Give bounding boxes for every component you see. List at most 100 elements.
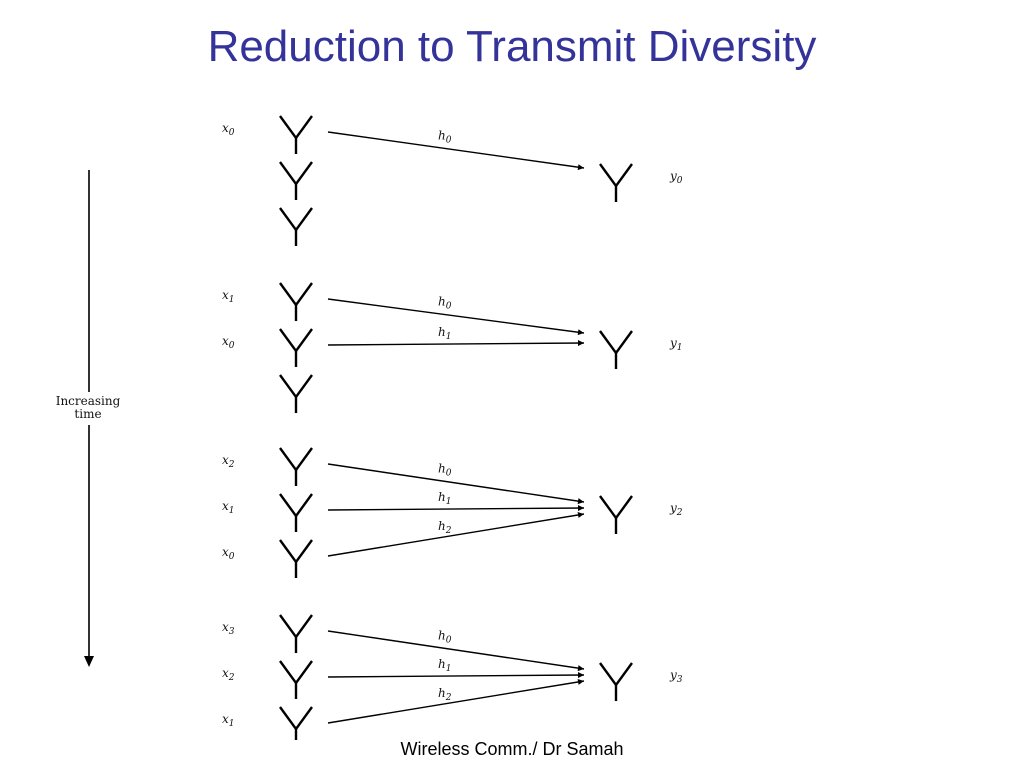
channel-gain-label: h0: [438, 628, 452, 645]
tx-symbol-label-symbol: x: [222, 712, 229, 726]
tx-symbol-label-subscript: 2: [228, 673, 235, 683]
tx-symbol-label-symbol: x: [222, 288, 229, 302]
tx-antenna-icon: [279, 115, 313, 154]
rx-symbol-label-symbol: y: [669, 169, 677, 183]
tx-antenna-icon: [279, 493, 313, 532]
tx-symbol-label-subscript: 2: [228, 460, 235, 470]
tx-antenna-icon: [279, 447, 313, 486]
tx-symbol-label-symbol: x: [222, 121, 229, 135]
channel-gain-label-symbol: h: [438, 686, 446, 700]
tx-symbol-label: x0: [222, 545, 235, 562]
channel-gain-label: h1: [438, 657, 451, 674]
rx-antenna-icon: [599, 662, 633, 701]
tx-symbol-label-symbol: x: [222, 499, 229, 513]
tx-antenna-icon: [279, 207, 313, 246]
channel-gain-label-subscript: 1: [446, 332, 452, 342]
tx-symbol-label-symbol: x: [222, 666, 229, 680]
rx-symbol-label: y1: [669, 336, 683, 353]
channel-gain-label-subscript: 0: [446, 635, 452, 645]
channel-gain-label-subscript: 2: [445, 693, 452, 703]
rx-symbol-label-subscript: 2: [676, 508, 683, 518]
tx-symbol-label: x2: [222, 666, 235, 683]
tx-symbol-label-subscript: 1: [229, 295, 235, 305]
tx-symbol-label-symbol: x: [222, 545, 229, 559]
rx-symbol-label-symbol: y: [669, 336, 677, 350]
rx-symbol-label-subscript: 0: [677, 176, 683, 186]
tx-antenna-icon: [279, 706, 313, 740]
slide-title: Reduction to Transmit Diversity: [207, 22, 817, 71]
channel-arrow: [327, 131, 585, 171]
channel-gain-label-symbol: h: [438, 325, 446, 339]
tx-symbol-label-subscript: 0: [229, 341, 235, 351]
tx-symbol-label: x1: [222, 288, 235, 305]
tx-symbol-label-subscript: 1: [229, 719, 235, 729]
time-axis-label-line2: time: [74, 407, 101, 421]
channel-gain-label-symbol: h: [438, 128, 446, 142]
tx-symbol-label-subscript: 1: [229, 506, 235, 516]
tx-symbol-label: x3: [222, 620, 235, 637]
channel-gain-label: h2: [438, 686, 452, 703]
rx-symbol-label: y2: [669, 501, 683, 518]
channel-arrow: [327, 672, 585, 679]
channel-arrow: [327, 679, 585, 724]
channel-gain-label: h1: [438, 325, 451, 342]
tx-symbol-label: x0: [222, 334, 235, 351]
channel-gain-label: h0: [438, 461, 452, 478]
tx-symbol-label-subscript: 0: [229, 128, 235, 138]
channel-arrow: [327, 505, 585, 512]
tx-antenna-icon: [279, 374, 313, 413]
channel-gain-label: h0: [438, 295, 452, 312]
channel-arrow: [327, 630, 585, 672]
tx-symbol-label-subscript: 0: [229, 552, 235, 562]
time-axis-label-line1: Increasing: [56, 394, 121, 408]
tx-symbol-label: x2: [222, 453, 235, 470]
rx-antenna-icon: [599, 330, 633, 369]
channel-gain-label-symbol: h: [438, 461, 446, 475]
tx-symbol-label-symbol: x: [222, 334, 229, 348]
tx-symbol-label-symbol: x: [222, 620, 229, 634]
channel-gain-label-subscript: 1: [446, 497, 452, 507]
channel-gain-label-subscript: 0: [446, 468, 452, 478]
rx-symbol-label-symbol: y: [669, 501, 677, 515]
channel-gain-label-subscript: 2: [445, 526, 452, 536]
channel-gain-label-symbol: h: [438, 657, 446, 671]
tx-antenna-icon: [279, 539, 313, 578]
tx-antenna-icon: [279, 282, 313, 321]
rx-symbol-label: y3: [669, 668, 683, 685]
channel-arrow: [327, 340, 585, 347]
rx-antenna-icon: [599, 163, 633, 202]
channel-gain-label-subscript: 1: [446, 664, 452, 674]
tx-symbol-label-symbol: x: [222, 453, 229, 467]
channel-gain-label-symbol: h: [438, 295, 446, 309]
tx-antenna-icon: [279, 614, 313, 653]
channel-gain-label-symbol: h: [438, 490, 446, 504]
rx-symbol-label-subscript: 3: [677, 675, 683, 685]
tx-symbol-label: x1: [222, 712, 235, 729]
rx-symbol-label: y0: [669, 169, 683, 186]
channel-gain-label: h1: [438, 490, 451, 507]
tx-symbol-label: x1: [222, 499, 235, 516]
channel-gain-label: h0: [438, 128, 452, 145]
tx-symbol-label-subscript: 3: [229, 627, 235, 637]
channel-arrow: [327, 463, 585, 505]
tx-antenna-icon: [279, 660, 313, 699]
rx-antenna-icon: [599, 495, 633, 534]
channel-gain-label-symbol: h: [438, 519, 446, 533]
rx-symbol-label-symbol: y: [669, 668, 677, 682]
tx-symbol-label: x0: [222, 121, 235, 138]
tx-antenna-icon: [279, 328, 313, 367]
channel-gain-label-symbol: h: [438, 628, 446, 642]
tx-antenna-icon: [279, 161, 313, 200]
channel-arrow: [327, 298, 585, 336]
time-axis: Increasing time: [56, 170, 121, 667]
rx-symbol-label-subscript: 1: [677, 343, 683, 353]
channel-gain-label-subscript: 0: [446, 135, 452, 145]
footer: Wireless Comm./ Dr Samah: [400, 739, 624, 759]
